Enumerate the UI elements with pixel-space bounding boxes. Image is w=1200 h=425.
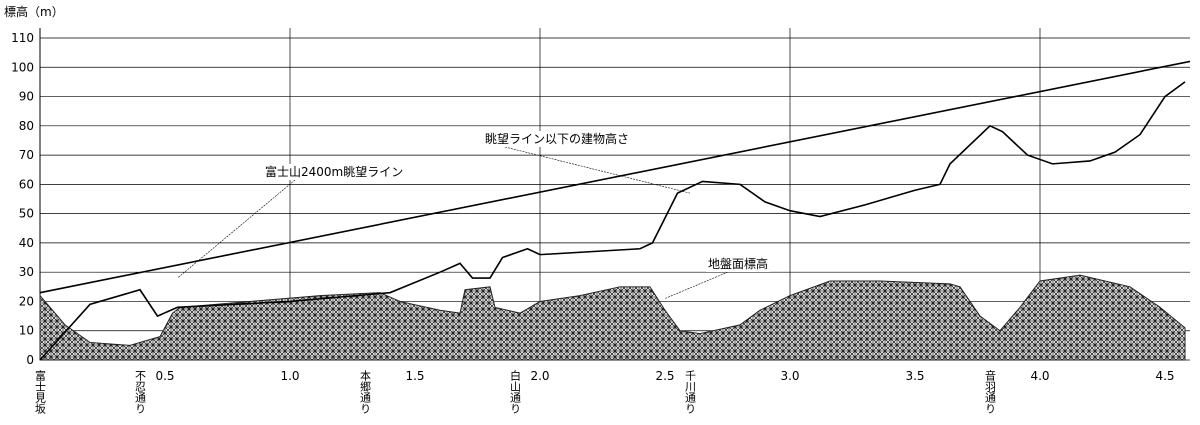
y-tick-label: 20 xyxy=(19,294,34,308)
label-bg xyxy=(483,131,632,147)
y-axis-title: 標高（m） xyxy=(4,4,64,19)
leader-line xyxy=(664,271,729,299)
line xyxy=(39,60,1191,294)
ground-area xyxy=(39,274,1186,361)
x-tick-label: 3.5 xyxy=(905,369,924,383)
x-tick-label: 0.5 xyxy=(155,369,174,383)
y-tick-label: 60 xyxy=(19,177,34,191)
y-tick-label: 10 xyxy=(19,324,34,338)
x-tick-label: 4.0 xyxy=(1030,369,1049,383)
annotation: 地盤面標高 xyxy=(708,256,768,271)
y-tick-label: 0 xyxy=(26,353,34,367)
x-tick-label: 1.0 xyxy=(280,369,299,383)
y-tick-label: 110 xyxy=(11,31,34,45)
street-label: 不忍通り xyxy=(134,370,147,414)
label-bg xyxy=(263,164,406,180)
x-tick-label: 2.0 xyxy=(530,369,549,383)
leader-line xyxy=(177,179,296,279)
y-tick-label: 30 xyxy=(19,265,34,279)
leader-line xyxy=(504,146,691,194)
x-tick-label: 3.0 xyxy=(780,369,799,383)
annotation: 眺望ライン以下の建物高さ xyxy=(485,131,629,146)
y-tick-label: 80 xyxy=(19,119,34,133)
y-tick-label: 70 xyxy=(19,148,34,162)
y-tick-label: 50 xyxy=(19,207,34,221)
street-label: 富士見坂 xyxy=(34,369,47,415)
street-label: 本郷通り xyxy=(359,369,372,414)
label-bg xyxy=(706,256,771,272)
y-tick-label: 90 xyxy=(19,90,34,104)
street-label: 千川通り xyxy=(684,370,697,414)
street-label: 白山通り xyxy=(509,369,522,414)
x-tick-label: 1.5 xyxy=(405,369,424,383)
line xyxy=(39,81,1186,361)
street-label: 音羽通り xyxy=(984,369,997,414)
annotation: 富士山2400m眺望ライン xyxy=(265,164,403,179)
x-tick-label: 2.5 xyxy=(655,369,674,383)
y-tick-label: 40 xyxy=(19,236,34,250)
x-tick-label: 4.5 xyxy=(1155,369,1174,383)
y-tick-label: 100 xyxy=(11,60,34,74)
